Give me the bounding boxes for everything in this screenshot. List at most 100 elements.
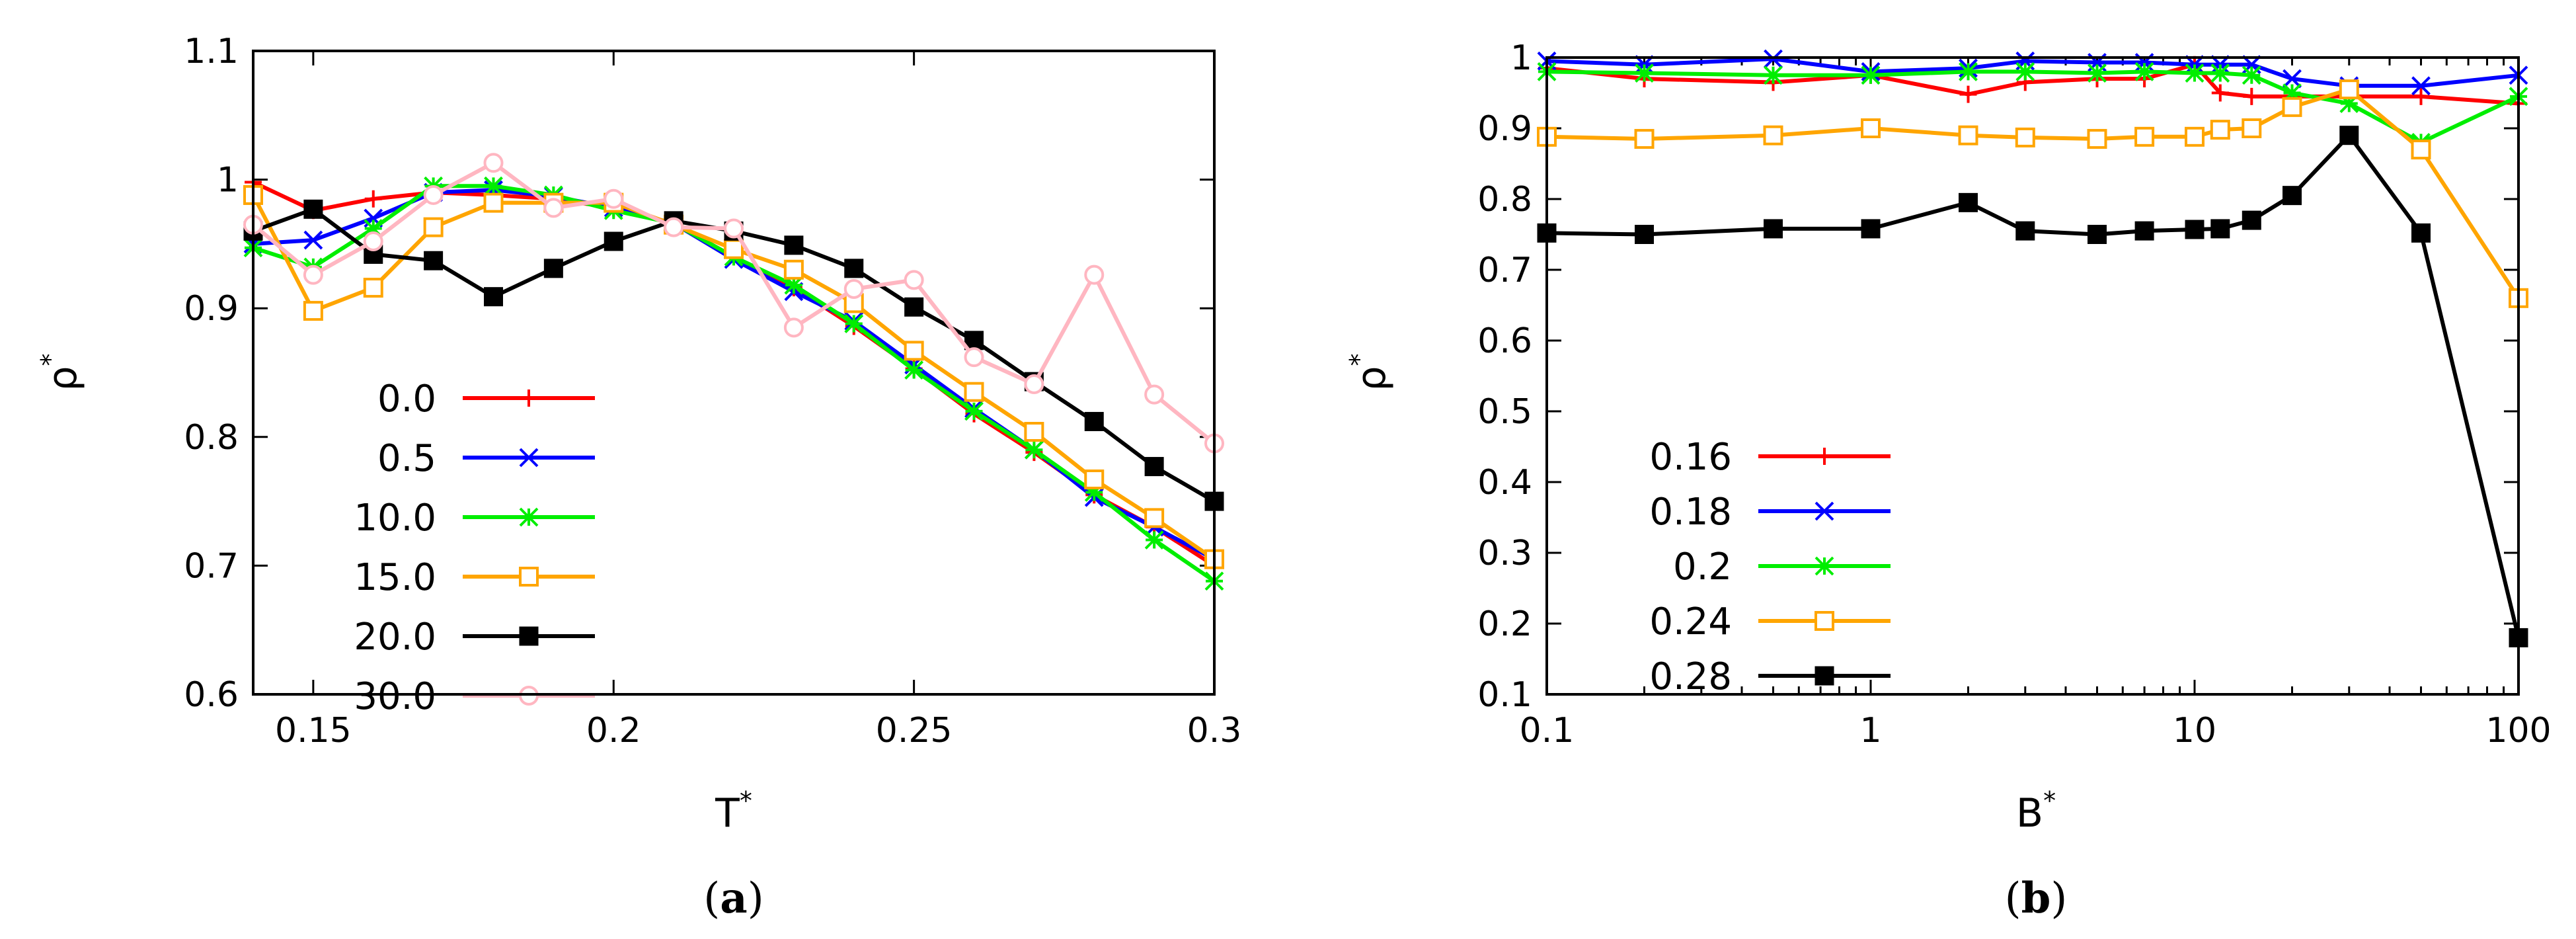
data-point xyxy=(364,190,382,208)
data-point xyxy=(483,153,504,173)
data-point xyxy=(1084,411,1104,431)
data-point xyxy=(2088,63,2107,83)
data-point xyxy=(964,401,984,421)
x-tick-label: 0.2 xyxy=(586,711,641,751)
y-tick-label: 0.9 xyxy=(184,289,239,329)
series-line xyxy=(1546,87,2520,300)
data-point xyxy=(2210,120,2230,140)
panel-b-x-axis-label: B* xyxy=(2016,786,2056,837)
legend-marker xyxy=(1815,501,1834,521)
legend-marker xyxy=(1816,448,1833,465)
legend-label: 0.28 xyxy=(1649,655,1732,698)
data-point xyxy=(2242,210,2261,230)
data-point xyxy=(423,217,444,237)
data-point xyxy=(363,231,383,252)
panel-a-x-axis-label: T* xyxy=(715,786,752,837)
panel-b-caption: (b) xyxy=(2005,874,2068,923)
panel-a-ticks: 0.6 0.7 0.8 0.9 1 1.1 0.15 0.2 0.25 0.3 xyxy=(184,32,1241,751)
data-point xyxy=(724,218,744,239)
data-point xyxy=(964,347,984,368)
y-tick-label: 0.7 xyxy=(1477,251,1532,290)
data-point xyxy=(1084,265,1105,285)
legend-item: 20.0 xyxy=(354,616,595,659)
panel-b-series xyxy=(1537,49,2528,647)
legend-label: 20.0 xyxy=(354,616,436,659)
data-point xyxy=(2210,63,2230,83)
legend-item: 30.0 xyxy=(354,675,595,718)
y-tick-label: 0.7 xyxy=(184,546,239,586)
legend-marker xyxy=(519,448,539,468)
data-point xyxy=(1861,219,1881,239)
legend-label: 0.5 xyxy=(377,437,436,480)
data-point xyxy=(784,235,804,255)
data-point xyxy=(363,278,383,298)
data-point xyxy=(964,331,984,350)
data-point xyxy=(543,259,563,278)
data-point xyxy=(1861,65,1881,85)
legend-marker xyxy=(1815,556,1834,576)
data-point xyxy=(2339,94,2359,113)
y-tick-label: 0.8 xyxy=(1477,180,1532,220)
data-point xyxy=(2411,223,2431,243)
y-tick-label: 0.1 xyxy=(1477,675,1532,715)
legend-label: 0.2 xyxy=(1673,546,1732,589)
y-tick-label: 1.1 xyxy=(184,32,239,71)
panel-b-ticks: 0.1 0.2 0.3 0.4 0.5 0.6 0.7 0.8 0.9 1 0.1 1 10 100 xyxy=(1477,38,2551,751)
data-point xyxy=(2339,79,2359,100)
legend-item: 0.24 xyxy=(1649,600,1891,643)
panel-b-frame xyxy=(1545,56,2520,696)
data-point xyxy=(1861,118,1881,138)
panel-a-caption: (a) xyxy=(703,874,763,923)
data-point xyxy=(1024,440,1044,460)
data-point xyxy=(423,184,444,205)
data-point xyxy=(1635,225,1655,244)
data-point xyxy=(2412,87,2430,105)
data-point xyxy=(604,188,624,209)
data-point xyxy=(484,176,503,196)
data-point xyxy=(2211,84,2229,102)
panel-b: 0.1 0.2 0.3 0.4 0.5 0.6 0.7 0.8 0.9 1 0.1 1 10 100 0.… xyxy=(1345,38,2552,923)
legend-marker xyxy=(520,389,537,407)
x-tick-label: 0.1 xyxy=(1520,711,1575,751)
x-tick-label: 0.3 xyxy=(1187,711,1242,751)
data-point xyxy=(2015,127,2035,147)
legend-label: 0.16 xyxy=(1649,436,1732,479)
data-point xyxy=(844,314,864,333)
data-point xyxy=(1084,483,1104,502)
y-tick-label: 1 xyxy=(1510,38,1532,78)
y-tick-label: 0.4 xyxy=(1477,463,1532,503)
x-tick-label: 0.25 xyxy=(876,711,953,751)
x-tick-label: 1 xyxy=(1859,711,1881,751)
y-tick-label: 0.5 xyxy=(1477,392,1532,432)
legend-marker xyxy=(519,507,539,527)
legend-marker xyxy=(519,626,539,646)
data-point xyxy=(904,270,924,290)
data-point xyxy=(2242,118,2262,138)
data-point xyxy=(2283,186,2302,206)
legend-item: 0.28 xyxy=(1649,655,1891,698)
panel-a-y-axis-label: ρ* xyxy=(36,353,86,391)
data-point xyxy=(2185,126,2205,147)
legend-item: 0.5 xyxy=(377,437,595,480)
legend-marker xyxy=(1815,666,1834,686)
data-point xyxy=(784,275,804,295)
panel-a: 0.6 0.7 0.8 0.9 1 1.1 0.15 0.2 0.25 0.3 0.0 0.5 10.… xyxy=(36,32,1241,923)
data-point xyxy=(2087,129,2107,149)
data-point xyxy=(1764,49,1783,69)
data-point xyxy=(303,301,323,321)
data-point xyxy=(2411,140,2431,160)
data-point xyxy=(1024,374,1044,395)
data-point xyxy=(1959,192,1978,212)
data-point xyxy=(303,199,323,219)
legend-label: 0.24 xyxy=(1649,600,1732,643)
panel-a-legend: 0.0 0.5 10.0 15.0 20.0 30.0 xyxy=(354,378,595,718)
y-tick-label: 0.8 xyxy=(184,418,239,458)
x-tick-label: 100 xyxy=(2485,711,2551,751)
series-0.28 xyxy=(1537,126,2528,647)
data-point xyxy=(1763,219,1783,239)
legend-item: 0.0 xyxy=(377,378,595,421)
data-point xyxy=(604,231,623,251)
legend-label: 10.0 xyxy=(354,497,436,540)
data-point xyxy=(2185,63,2205,83)
legend-marker xyxy=(519,567,539,587)
